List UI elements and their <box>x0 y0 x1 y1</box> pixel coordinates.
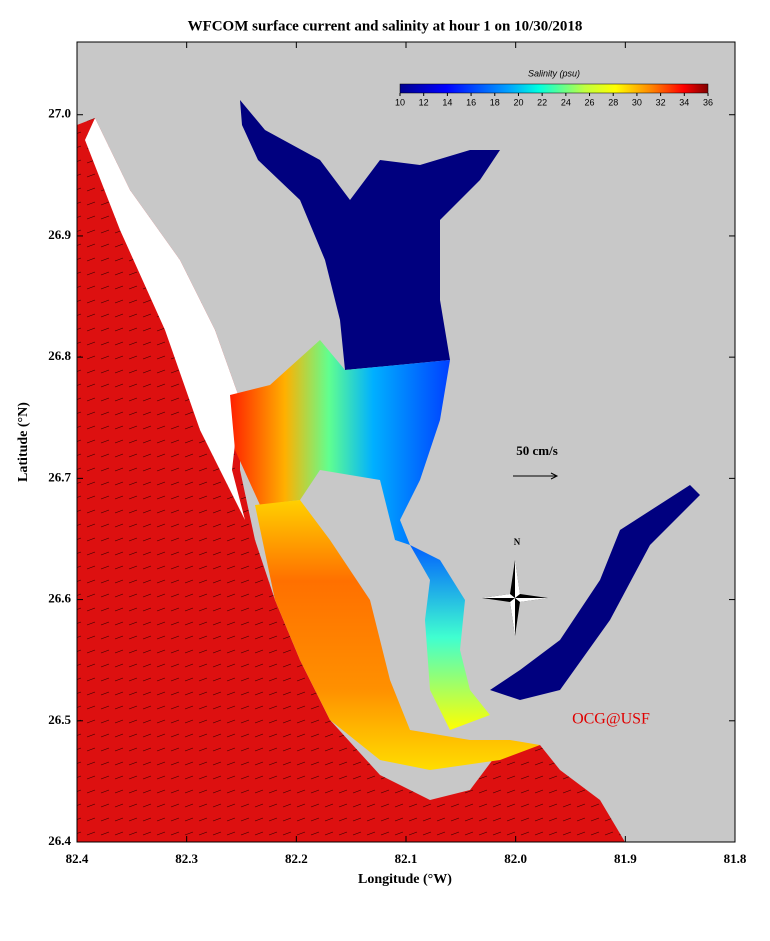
barrier-island <box>85 118 245 520</box>
scale-label: 50 cm/s <box>516 443 558 458</box>
pine-island-sound <box>255 500 540 770</box>
compass-highlight <box>482 560 548 636</box>
colorbar-tick-label: 28 <box>608 97 618 107</box>
colorbar-tick-label: 32 <box>656 97 666 107</box>
north-label: N <box>514 537 521 547</box>
y-tick-label: 27.0 <box>48 106 71 121</box>
colorbar-tick-label: 36 <box>703 97 713 107</box>
y-axis-label: Latitude (°N) <box>16 402 31 482</box>
x-tick-label: 81.8 <box>724 851 747 866</box>
y-tick-label: 26.9 <box>48 227 71 242</box>
y-tick-label: 26.8 <box>48 348 71 363</box>
x-tick-label: 81.9 <box>614 851 637 866</box>
credit: OCG@USF <box>572 711 650 728</box>
caloosahatchee <box>490 485 700 700</box>
scale-arrowhead <box>550 472 559 480</box>
colorbar-tick-label: 12 <box>419 97 429 107</box>
colorbar-tick-label: 24 <box>561 97 571 107</box>
current-vectors <box>77 118 625 842</box>
x-tick-label: 82.4 <box>66 851 89 866</box>
y-tick-label: 26.5 <box>48 712 71 727</box>
x-tick-label: 82.2 <box>285 851 308 866</box>
y-tick-label: 26.6 <box>48 591 71 606</box>
compass-rose <box>482 560 548 636</box>
colorbar-tick-label: 26 <box>585 97 595 107</box>
charlotte-harbor <box>230 340 450 545</box>
colorbar-tick-label: 14 <box>442 97 452 107</box>
colorbar-title: Salinity (psu) <box>528 68 580 78</box>
x-axis-label: Longitude (°W) <box>358 872 452 887</box>
x-tick-label: 82.3 <box>175 851 198 866</box>
colorbar-tick-label: 10 <box>395 97 405 107</box>
colorbar-tick-label: 34 <box>679 97 689 107</box>
colorbar-tick-label: 18 <box>490 97 500 107</box>
colorbar <box>399 83 709 94</box>
colorbar-tick-label: 20 <box>513 97 523 107</box>
y-tick-label: 26.7 <box>48 469 71 484</box>
peace-river <box>240 100 500 370</box>
colorbar-tick-label: 22 <box>537 97 547 107</box>
title: WFCOM surface current and salinity at ho… <box>188 18 583 34</box>
matlacha-pass <box>410 545 490 730</box>
x-tick-label: 82.0 <box>504 851 527 866</box>
colorbar-tick-label: 30 <box>632 97 642 107</box>
x-tick-label: 82.1 <box>395 851 418 866</box>
y-tick-label: 26.4 <box>48 833 71 848</box>
colorbar-tick-label: 16 <box>466 97 476 107</box>
